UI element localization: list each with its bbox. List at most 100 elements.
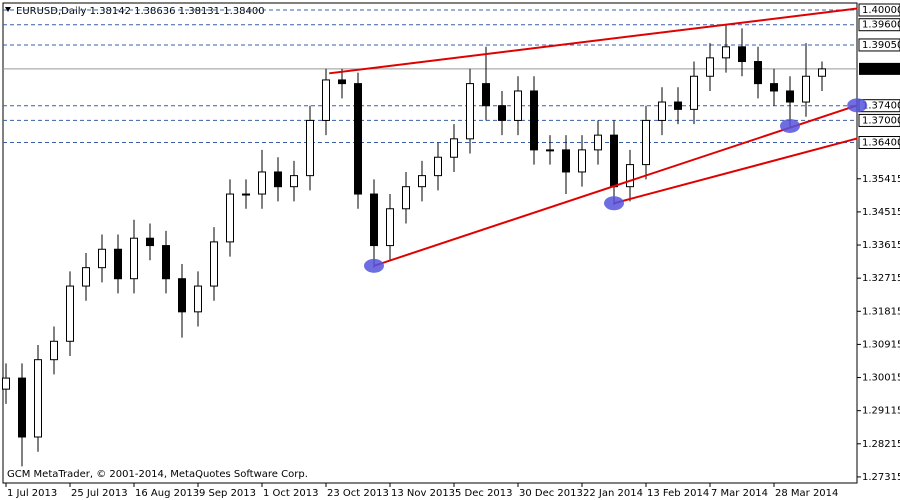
y-tick-label: 1.33615 bbox=[862, 240, 900, 251]
candle-body bbox=[50, 340, 58, 361]
x-tick-label: 5 Dec 2013 bbox=[455, 488, 513, 499]
pivot-marker bbox=[364, 258, 384, 273]
y-tick-label: 1.34515 bbox=[862, 207, 900, 218]
x-tick-label: 28 Mar 2014 bbox=[775, 488, 838, 499]
x-tick-label: 13 Nov 2013 bbox=[391, 488, 455, 499]
x-tick-label: 1 Jul 2013 bbox=[7, 488, 57, 499]
candle-body bbox=[562, 149, 570, 173]
x-tick-label: 13 Feb 2014 bbox=[647, 488, 709, 499]
level-box bbox=[858, 18, 900, 32]
candle-body bbox=[194, 285, 202, 313]
candle-body bbox=[146, 237, 154, 247]
candle-body bbox=[162, 245, 170, 280]
y-tick-label: 1.28215 bbox=[862, 439, 900, 450]
candle-body bbox=[722, 46, 730, 59]
level-label: 1.40000 bbox=[862, 5, 900, 16]
pivot-marker bbox=[847, 98, 868, 113]
x-tick-label: 16 Aug 2013 bbox=[135, 488, 199, 499]
y-tick-label: 1.29115 bbox=[862, 406, 900, 417]
level-label: 1.39050 bbox=[862, 40, 900, 51]
y-tick-label: 1.31815 bbox=[862, 306, 900, 317]
candle-body bbox=[354, 83, 362, 195]
level-label: 1.37400 bbox=[862, 101, 900, 112]
candle-body bbox=[418, 175, 426, 188]
trendline bbox=[373, 104, 858, 267]
x-tick-label: 9 Sep 2013 bbox=[199, 488, 256, 499]
candle-body bbox=[450, 138, 458, 158]
candle-body bbox=[290, 175, 298, 188]
candle-body bbox=[514, 90, 522, 121]
candle-body bbox=[258, 171, 266, 195]
candle-body bbox=[226, 193, 234, 243]
collapse-arrow[interactable] bbox=[5, 7, 11, 12]
candle-body bbox=[210, 241, 218, 287]
candle-body bbox=[802, 75, 810, 103]
candle-body bbox=[610, 134, 618, 188]
candle-body bbox=[274, 171, 282, 188]
candle-body bbox=[434, 156, 442, 177]
candle-body bbox=[242, 193, 250, 196]
candle-body bbox=[370, 193, 378, 247]
trendline bbox=[329, 7, 858, 75]
x-tick-label: 7 Mar 2014 bbox=[711, 488, 768, 499]
candle-body bbox=[642, 119, 650, 166]
plot-frame bbox=[2, 2, 858, 484]
candle-body bbox=[738, 46, 746, 63]
level-label: 1.39600 bbox=[862, 20, 900, 31]
candle-body bbox=[130, 237, 138, 280]
level-box bbox=[858, 113, 900, 127]
footer: GCM MetaTrader, © 2001-2014, MetaQuotes … bbox=[7, 469, 308, 480]
level-box bbox=[858, 136, 900, 150]
pivot-marker bbox=[780, 118, 800, 133]
x-tick-label: 25 Jul 2013 bbox=[71, 488, 128, 499]
candle-body bbox=[402, 186, 410, 210]
candle-body bbox=[322, 79, 330, 121]
candle-body bbox=[82, 267, 90, 287]
candle-body bbox=[18, 377, 26, 438]
candle-body bbox=[706, 57, 714, 77]
candle-body bbox=[498, 105, 506, 121]
y-tick-label: 1.32715 bbox=[862, 273, 900, 284]
candle-body bbox=[114, 248, 122, 280]
candle-body bbox=[34, 359, 42, 438]
candle-body bbox=[386, 208, 394, 247]
level-label: 1.37000 bbox=[862, 115, 900, 126]
candle-body bbox=[786, 90, 794, 103]
y-tick-label: 1.27315 bbox=[862, 472, 900, 483]
candle-body bbox=[98, 248, 106, 269]
candle-body bbox=[658, 101, 666, 121]
candle-body bbox=[178, 278, 186, 313]
x-tick-label: 22 Jan 2014 bbox=[583, 488, 643, 499]
candle-body bbox=[770, 83, 778, 92]
candle-body bbox=[626, 164, 634, 188]
x-tick-label: 30 Dec 2013 bbox=[519, 488, 583, 499]
candle-body bbox=[466, 83, 474, 140]
candle-body bbox=[674, 101, 682, 110]
candle-body bbox=[66, 285, 74, 342]
candle-body bbox=[530, 90, 538, 151]
chart-title: EURUSD,Daily 1.38142 1.38636 1.38131 1.3… bbox=[16, 6, 265, 17]
candle-body bbox=[482, 83, 490, 107]
y-tick-label: 1.30915 bbox=[862, 339, 900, 350]
current-price-label: 1.38400 bbox=[862, 64, 900, 75]
current-price-box bbox=[859, 62, 900, 75]
x-tick-label: 23 Oct 2013 bbox=[327, 488, 389, 499]
candle-body bbox=[818, 68, 826, 77]
trendline bbox=[613, 137, 858, 205]
candle-body bbox=[594, 134, 602, 151]
candle-body bbox=[338, 79, 346, 85]
pivot-marker bbox=[604, 196, 624, 211]
y-tick-label: 1.35415 bbox=[862, 174, 900, 185]
level-label: 1.36400 bbox=[862, 138, 900, 149]
level-box bbox=[858, 3, 900, 17]
level-box bbox=[858, 38, 900, 52]
candle-body bbox=[546, 149, 554, 152]
candle-body bbox=[578, 149, 586, 173]
candle-body bbox=[690, 75, 698, 110]
candle-body bbox=[306, 119, 314, 177]
candle-body bbox=[754, 61, 762, 85]
candle-body bbox=[2, 377, 10, 390]
x-tick-label: 1 Oct 2013 bbox=[263, 488, 318, 499]
